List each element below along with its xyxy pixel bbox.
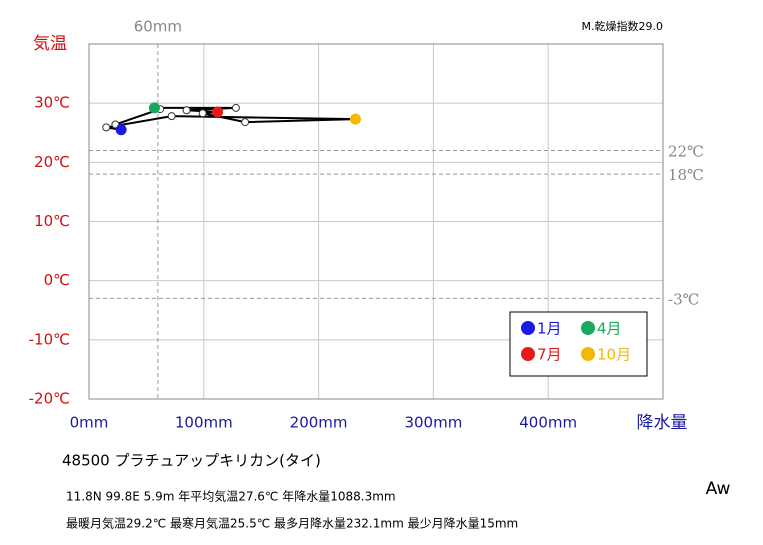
x-tick-label: 0mm [70, 414, 109, 432]
x-tick-label: 400mm [519, 414, 577, 432]
info-line: 11.8N 99.8E 5.9m 年平均気温27.6℃ 年降水量1088.3mm [66, 489, 396, 504]
month-point [231, 103, 240, 112]
station-title: 48500 プラチュアップキリカン(タイ) [62, 452, 321, 470]
legend-marker [521, 321, 535, 335]
legend-marker [581, 321, 595, 335]
legend-label: 10月 [597, 346, 631, 364]
legend-box [509, 311, 648, 377]
reference-label: -3℃ [668, 290, 699, 308]
x-tick-label: 100mm [175, 414, 233, 432]
legend-marker [521, 347, 535, 361]
climate-class: Aw [706, 479, 731, 499]
legend-label: 1月 [537, 320, 562, 338]
reference-label: 18℃ [668, 166, 704, 184]
month-point [241, 118, 250, 127]
plot-frame [88, 43, 664, 400]
legend-label: 4月 [597, 320, 622, 338]
y-axis-title: 気温 [33, 34, 67, 54]
y-tick-label: 0℃ [44, 271, 70, 289]
month-point [198, 109, 207, 118]
y-tick-label: -10℃ [29, 330, 70, 348]
month-point [349, 113, 361, 125]
info-line: 最暖月気温29.2℃ 最寒月気温25.5℃ 最多月降水量232.1mm 最少月降… [66, 516, 518, 531]
aridity-index: M.乾燥指数29.0 [582, 19, 663, 33]
y-tick-label: 10℃ [34, 212, 70, 230]
y-tick-label: 30℃ [34, 94, 70, 112]
month-point [182, 106, 191, 115]
month-point [102, 123, 111, 132]
x-tick-label: 200mm [290, 414, 348, 432]
x-tick-label: 300mm [404, 414, 462, 432]
legend-label: 7月 [537, 346, 562, 364]
month-point [212, 106, 224, 118]
y-tick-label: -20℃ [29, 390, 70, 408]
x-axis-title: 降水量 [637, 413, 688, 433]
y-tick-label: 20℃ [34, 153, 70, 171]
month-point [115, 124, 127, 136]
reference-label: 60mm [134, 18, 182, 36]
month-point [148, 102, 160, 114]
reference-label: 22℃ [668, 143, 704, 161]
month-point [167, 112, 176, 121]
legend-marker [581, 347, 595, 361]
